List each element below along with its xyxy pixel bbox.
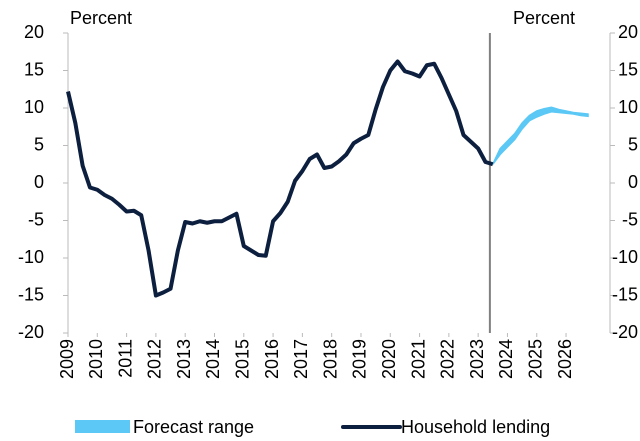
y2-tick-label: -15 <box>612 284 638 304</box>
x-tick-label: 2023 <box>467 339 487 379</box>
x-tick-label: 2017 <box>291 339 311 379</box>
x-tick-label: 2010 <box>86 339 106 379</box>
x-tick-label: 2022 <box>438 339 458 379</box>
y-axis-label: Percent <box>70 8 132 28</box>
y-tick-label: 20 <box>24 22 44 42</box>
x-tick-label: 2011 <box>115 339 135 378</box>
x-tick-label: 2019 <box>350 339 370 379</box>
legend-swatch <box>75 420 130 433</box>
y2-axis-label: Percent <box>513 8 575 28</box>
y2-tick-label: -10 <box>612 247 638 267</box>
x-tick-label: 2024 <box>496 339 516 379</box>
y-tick-label: -5 <box>28 209 44 229</box>
series-line <box>66 59 494 298</box>
legend-label: Household lending <box>401 417 550 437</box>
x-tick-label: 2026 <box>555 339 575 379</box>
y-tick-label: 5 <box>34 134 44 154</box>
y-tick-label: -15 <box>18 284 44 304</box>
x-tick-label: 2025 <box>526 339 546 379</box>
x-tick-label: 2020 <box>379 339 399 379</box>
y2-tick-label: 0 <box>628 172 638 192</box>
y2-tick-label: 5 <box>628 134 638 154</box>
x-tick-label: 2015 <box>233 339 253 379</box>
y-tick-label: -10 <box>18 247 44 267</box>
x-tick-label: 2013 <box>174 339 194 379</box>
y-tick-label: 15 <box>24 59 44 79</box>
y2-tick-label: 10 <box>618 97 638 117</box>
x-tick-label: 2014 <box>203 339 223 379</box>
legend-label: Forecast range <box>133 417 254 437</box>
y2-tick-label: 15 <box>618 59 638 79</box>
y-tick-label: 10 <box>24 97 44 117</box>
x-tick-label: 2016 <box>262 339 282 379</box>
x-tick-label: 2009 <box>57 339 77 379</box>
x-tick-label: 2021 <box>408 339 428 379</box>
y2-tick-label: -5 <box>622 209 638 229</box>
y2-tick-label: 20 <box>618 22 638 42</box>
y-tick-label: 0 <box>34 172 44 192</box>
y-tick-label: -20 <box>18 322 44 342</box>
x-tick-label: 2018 <box>320 339 340 379</box>
forecast-band <box>492 106 589 165</box>
x-tick-label: 2012 <box>145 339 165 379</box>
y2-tick-label: -20 <box>612 322 638 342</box>
